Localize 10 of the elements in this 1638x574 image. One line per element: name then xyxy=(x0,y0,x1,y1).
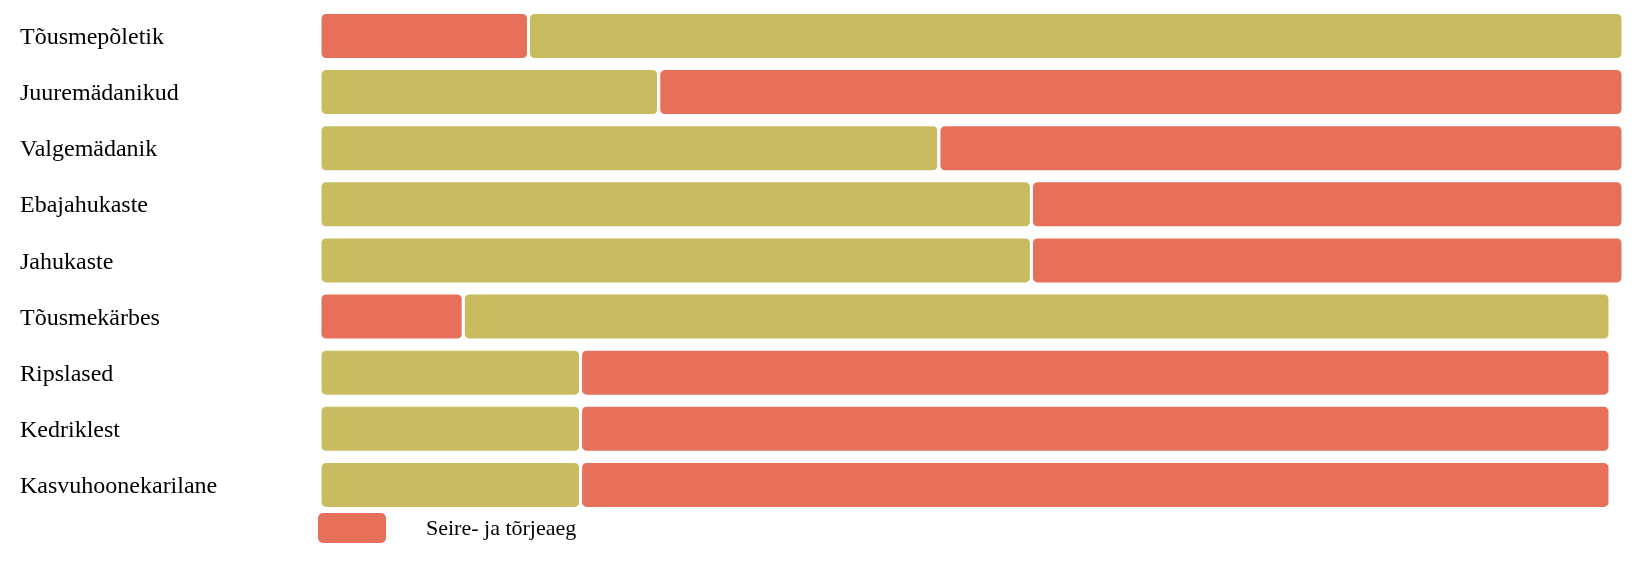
y-tick-label: Tõusmepõletik xyxy=(20,23,164,50)
y-tick-label: Jahukaste xyxy=(20,247,114,274)
y-tick-label: Juuremädanikud xyxy=(20,79,179,106)
y-tick-label: Ripslased xyxy=(20,359,114,386)
y-tick-label: Kasvuhoonekarilane xyxy=(20,471,218,498)
y-tick-label: Tõusmekärbes xyxy=(20,303,160,330)
y-tick-label: Valgemädanik xyxy=(20,135,158,162)
y-tick-label: Ebajahukaste xyxy=(20,191,148,218)
y-tick-label: Kedriklest xyxy=(20,415,121,442)
series-label: Seire- ja tõrjeaeg xyxy=(426,515,577,541)
